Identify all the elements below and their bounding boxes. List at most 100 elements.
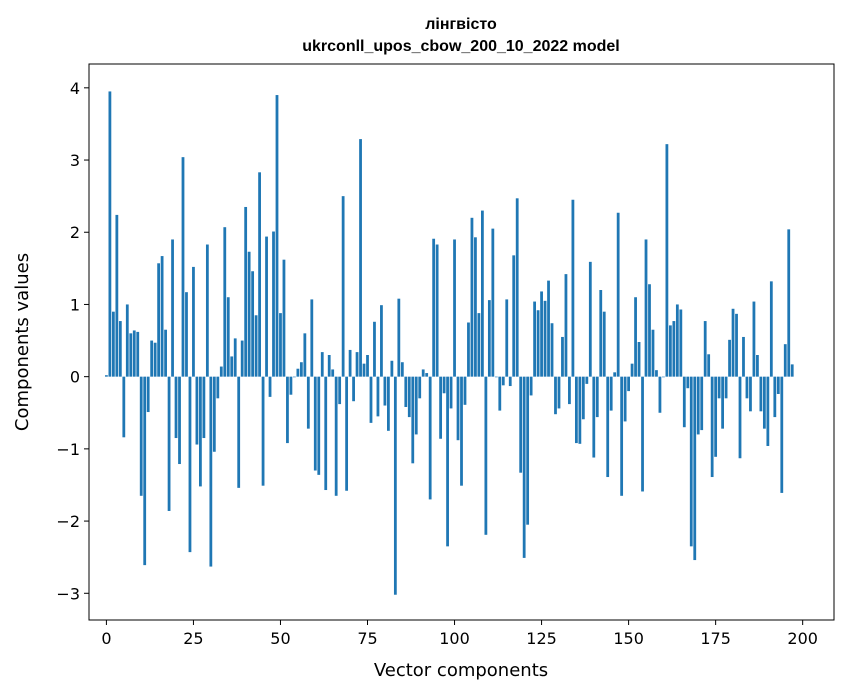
- bar: [665, 144, 669, 377]
- bar: [700, 376, 704, 431]
- bar: [296, 368, 300, 377]
- bar: [185, 292, 188, 377]
- bar: [136, 331, 140, 377]
- bar: [362, 363, 366, 377]
- bar: [682, 376, 686, 428]
- bar: [178, 376, 181, 465]
- bar: [477, 313, 481, 377]
- bar: [327, 355, 331, 377]
- bar: [728, 339, 731, 377]
- bar: [543, 300, 547, 377]
- bar: [780, 376, 784, 493]
- bar: [139, 376, 143, 496]
- bar: [790, 364, 794, 377]
- bar: [512, 255, 516, 377]
- bar: [230, 356, 234, 377]
- bar: [261, 376, 265, 486]
- bar: [157, 263, 161, 377]
- bar: [616, 212, 620, 377]
- bar: [373, 321, 376, 377]
- bar: [717, 376, 721, 399]
- bar: [366, 355, 369, 377]
- bar: [192, 266, 195, 377]
- bar: [226, 297, 230, 377]
- bar: [620, 376, 624, 496]
- bar: [449, 376, 453, 409]
- x-axis-ticks: 0 25 50 75 100 125 150 175 200: [101, 620, 818, 648]
- bar: [487, 300, 491, 377]
- bar: [571, 199, 575, 377]
- bar: [150, 340, 154, 377]
- bar: [195, 376, 199, 445]
- bar: [146, 376, 150, 413]
- bar: [724, 376, 728, 399]
- bar: [171, 239, 174, 377]
- bar: [651, 329, 655, 377]
- x-tick-label: 0: [101, 629, 111, 648]
- bar: [115, 214, 119, 377]
- bar: [484, 376, 488, 535]
- bar: [153, 342, 157, 377]
- bar: [199, 376, 202, 487]
- bar: [637, 342, 641, 377]
- y-tick-label: 1: [70, 295, 80, 314]
- bar: [585, 376, 589, 384]
- bar: [181, 157, 185, 377]
- bar: [432, 238, 436, 377]
- bar: [498, 376, 502, 411]
- bar: [122, 376, 126, 438]
- bar: [348, 349, 352, 377]
- bar: [529, 376, 533, 396]
- bar: [108, 91, 112, 377]
- bar: [411, 376, 415, 464]
- bar: [303, 333, 307, 377]
- chart-title: лінгвісто: [425, 16, 497, 33]
- bar: [167, 376, 171, 511]
- bar: [623, 376, 627, 422]
- bar: [393, 376, 397, 595]
- bar: [359, 139, 362, 377]
- bar: [766, 376, 770, 446]
- bar: [105, 375, 108, 377]
- bars-group: [105, 91, 794, 595]
- bar: [703, 321, 707, 377]
- bar: [533, 301, 536, 377]
- bar: [383, 376, 387, 406]
- bar: [738, 376, 742, 459]
- bar: [481, 210, 484, 377]
- bar: [306, 376, 310, 429]
- bar: [268, 376, 272, 397]
- bar: [380, 305, 383, 377]
- y-tick-label: 2: [70, 223, 80, 242]
- bar: [223, 227, 227, 377]
- bar: [125, 304, 129, 377]
- bar: [313, 376, 317, 471]
- bar: [731, 308, 735, 377]
- bar: [526, 376, 530, 525]
- bar: [397, 298, 401, 377]
- x-tick-label: 125: [526, 629, 557, 648]
- bar: [425, 373, 429, 377]
- bar: [111, 311, 115, 377]
- bar: [376, 376, 380, 417]
- bar: [237, 376, 241, 488]
- bar: [578, 376, 582, 444]
- bar: [143, 376, 147, 566]
- bar: [188, 376, 192, 553]
- bar: [407, 376, 411, 418]
- bar: [258, 172, 261, 377]
- bar: [293, 376, 296, 378]
- bar: [216, 376, 220, 399]
- bar: [456, 376, 460, 441]
- bar: [324, 376, 328, 491]
- bar: [219, 366, 223, 377]
- bar: [205, 244, 209, 377]
- bar: [279, 313, 282, 377]
- bar: [369, 376, 373, 423]
- bar: [439, 376, 443, 439]
- bar: [630, 363, 634, 377]
- bar: [602, 311, 606, 377]
- x-tick-label: 150: [613, 629, 644, 648]
- bar: [783, 344, 787, 377]
